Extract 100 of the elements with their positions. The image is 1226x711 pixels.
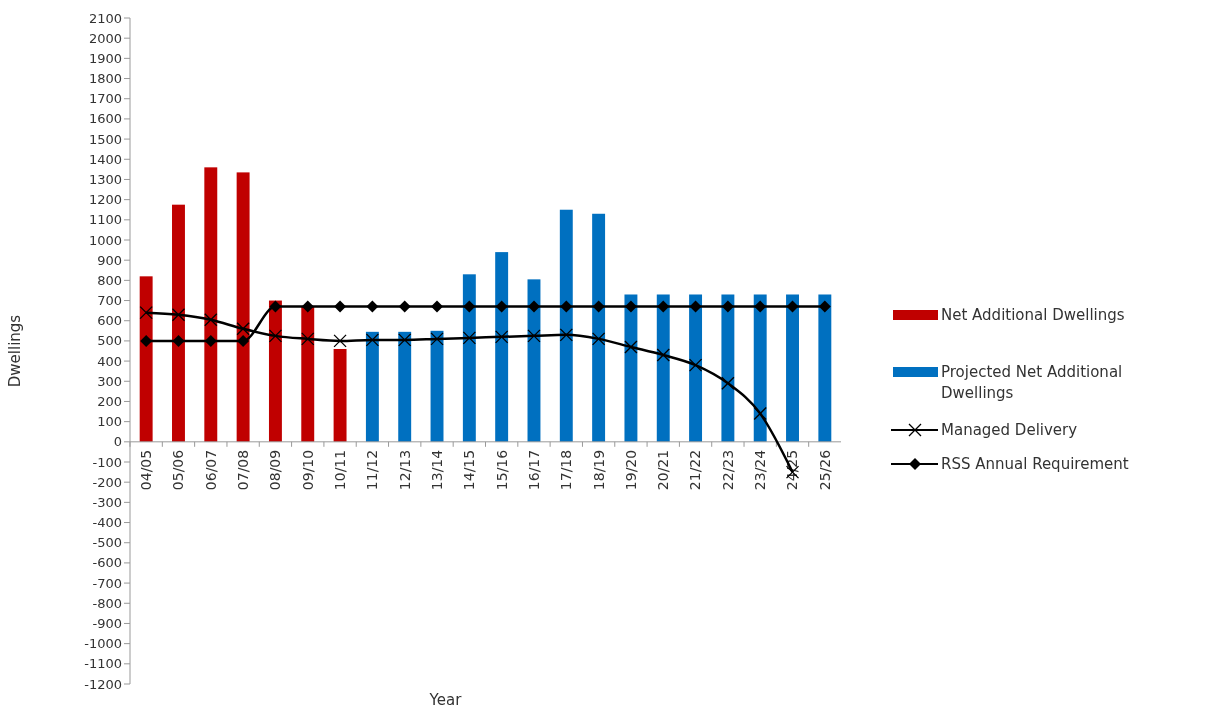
y-tick-label: -500 (92, 535, 122, 551)
bar (333, 348, 347, 442)
point (268, 329, 283, 343)
point (527, 300, 540, 313)
y-tick-label: -100 (92, 454, 122, 470)
bar (365, 331, 379, 442)
x-tick-label: 07/08 (235, 449, 252, 491)
bar (527, 279, 541, 442)
y-tick-label: 1700 (88, 91, 122, 107)
x-tick-label: 19/20 (622, 449, 639, 491)
x-tick-label: 11/12 (364, 449, 381, 491)
y-tick-label: 1900 (88, 50, 122, 66)
x-tick-label: 25/26 (816, 449, 833, 491)
y-tick-label: -700 (92, 575, 122, 591)
y-tick-label: 600 (97, 313, 122, 329)
point (462, 331, 476, 345)
point (495, 330, 509, 344)
bar (592, 213, 606, 442)
point (688, 358, 703, 372)
y-tick-label: 1300 (88, 172, 122, 187)
y-tick-label: 0 (113, 434, 122, 450)
bar (462, 274, 476, 442)
point (398, 300, 411, 313)
x-tick-label: 15/16 (493, 449, 510, 491)
bar (398, 331, 412, 442)
point (624, 300, 637, 313)
x-tick-label: 16/17 (525, 449, 542, 491)
x-tick-label: 12/13 (396, 449, 413, 491)
point (431, 300, 444, 313)
legend-label: Net Additional Dwellings (941, 306, 1125, 325)
y-tick-label: -300 (92, 494, 122, 510)
bar (268, 300, 282, 442)
y-tick-label: 400 (97, 353, 122, 369)
y-tick-label: 1000 (88, 232, 122, 248)
point (236, 322, 250, 336)
point (657, 300, 670, 313)
x-tick-label: 22/23 (719, 449, 736, 491)
point (753, 406, 767, 421)
bar (753, 294, 767, 442)
y-tick-label: 1800 (88, 71, 122, 87)
y-tick-label: -1100 (84, 656, 122, 672)
bar (786, 294, 799, 442)
point (560, 300, 573, 313)
point (559, 328, 573, 342)
bar (689, 294, 703, 442)
y-tick-label: 500 (97, 333, 122, 349)
y-axis-title: Dwellings (6, 314, 24, 388)
point (527, 329, 541, 343)
y-tick-label: 2100 (88, 10, 122, 26)
y-tick-label: -400 (92, 515, 122, 531)
bar (656, 294, 670, 442)
x-tick-label: 20/21 (655, 449, 672, 491)
point (171, 308, 186, 322)
bar (624, 294, 638, 442)
y-tick-label: -1000 (84, 636, 122, 652)
y-tick-label: 800 (97, 272, 122, 288)
point (172, 334, 185, 347)
point (398, 333, 412, 347)
y-tick-label: 1400 (88, 151, 122, 167)
x-tick-label: 17/18 (558, 449, 575, 491)
x-axis-title: Year (428, 691, 463, 709)
x-tick-label: 04/05 (138, 449, 155, 491)
y-tick-label: 1600 (88, 111, 122, 127)
point (204, 313, 218, 327)
y-tick-label: 100 (97, 414, 122, 430)
bar (301, 306, 315, 442)
point (269, 300, 282, 313)
bar (721, 294, 735, 442)
y-tick-label: 2000 (88, 30, 122, 46)
point (754, 300, 767, 313)
point (301, 332, 315, 346)
bar (236, 172, 250, 442)
y-tick-label: 200 (97, 394, 122, 409)
point (721, 300, 734, 313)
point (624, 340, 638, 354)
y-tick-label: 300 (97, 373, 122, 389)
point (721, 376, 735, 390)
point (689, 300, 702, 313)
x-tick-label: 10/11 (331, 449, 348, 491)
x-tick-label: 05/06 (170, 449, 187, 491)
point (591, 332, 606, 346)
x-tick-label: 08/09 (267, 449, 284, 491)
legend-label: Projected Net Additional Dwellings (941, 363, 1123, 402)
point (334, 300, 347, 313)
legend-label: RSS Annual Requirement (941, 455, 1129, 474)
bar (430, 330, 444, 442)
x-tick-label: 14/15 (461, 449, 478, 491)
x-tick-label: 21/22 (687, 449, 704, 491)
point (818, 300, 831, 313)
point (463, 300, 476, 313)
point (139, 306, 153, 320)
bar (204, 167, 218, 442)
point (592, 300, 605, 313)
y-tick-label: -800 (92, 595, 122, 611)
point (656, 348, 670, 362)
x-tick-label: 09/10 (299, 449, 316, 491)
bar (139, 276, 153, 442)
y-tick-label: -900 (92, 616, 122, 631)
point (366, 300, 379, 313)
point (430, 332, 444, 346)
